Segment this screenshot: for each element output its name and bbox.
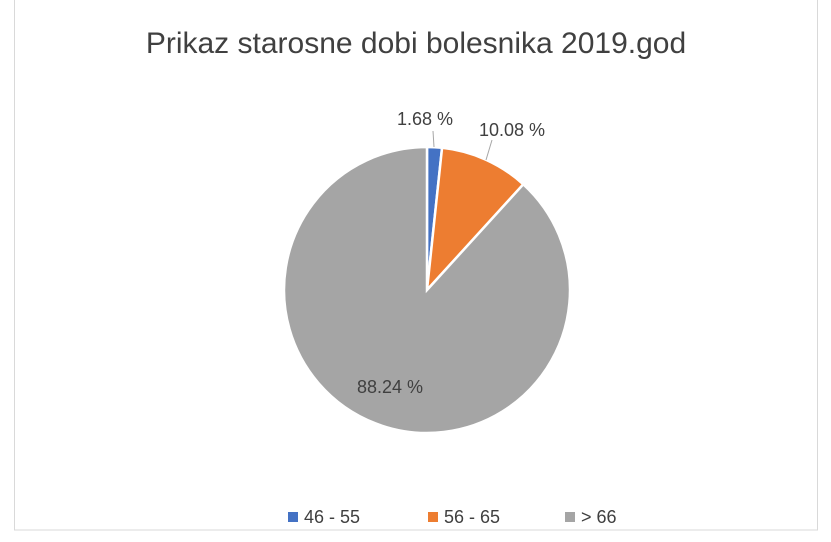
data-label: 1.68 %: [397, 109, 453, 129]
legend-label: > 66: [581, 507, 617, 527]
data-label: 10.08 %: [479, 120, 545, 140]
pie-slice: [425, 146, 526, 294]
legend-label: 46 - 55: [304, 507, 360, 527]
data-label: 88.24 %: [357, 377, 423, 397]
pie-slice: [282, 145, 572, 435]
leader-line: [485, 139, 493, 161]
legend-swatch: [288, 512, 298, 522]
legend-swatch: [428, 512, 438, 522]
legend-label: 56 - 65: [444, 507, 500, 527]
chart-title: Prikaz starosne dobi bolesnika 2019.god: [146, 27, 686, 60]
legend-swatch: [565, 512, 575, 522]
leader-line: [432, 130, 435, 148]
